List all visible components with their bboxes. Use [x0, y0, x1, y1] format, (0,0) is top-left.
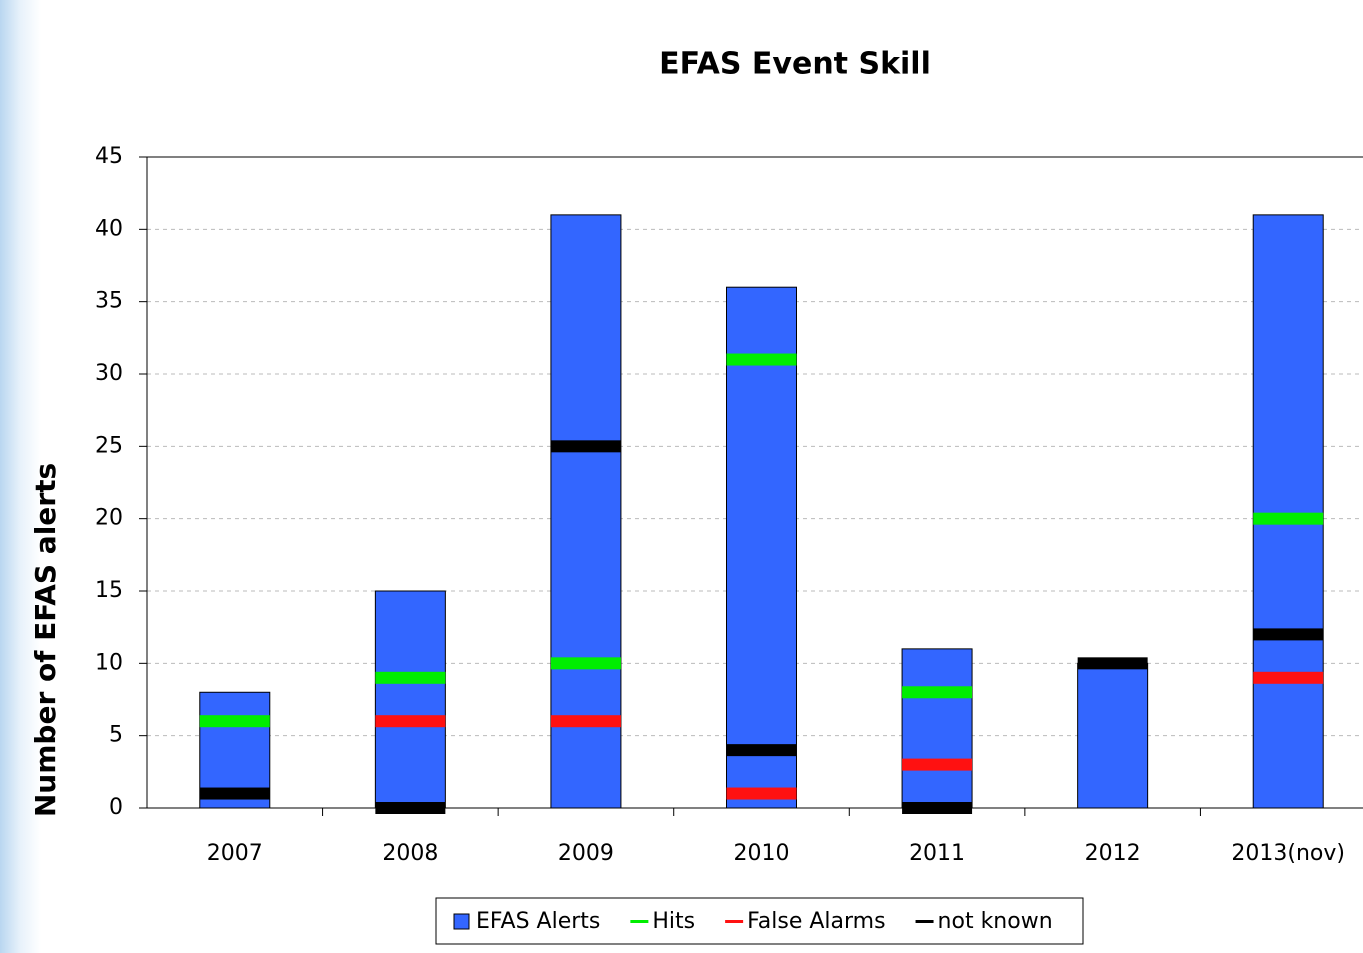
legend-label: not known [938, 909, 1053, 934]
y-tick-label: 20 [95, 506, 123, 531]
marker [1253, 628, 1324, 641]
marker [1253, 671, 1324, 684]
bar [901, 648, 973, 809]
legend-swatch [915, 920, 934, 923]
y-tick-label: 10 [95, 650, 123, 675]
y-tick-label: 30 [95, 361, 123, 386]
marker [375, 715, 446, 728]
legend-label: EFAS Alerts [476, 909, 600, 934]
legend-box [435, 897, 1084, 945]
y-tick-label: 25 [95, 433, 123, 458]
marker [1253, 512, 1324, 525]
marker [726, 744, 797, 757]
bar [550, 214, 622, 809]
x-tick-label: 2011 [909, 841, 965, 866]
chart-title: EFAS Event Skill [659, 47, 931, 82]
y-tick-label: 0 [109, 795, 123, 820]
y-tick-label: 45 [95, 144, 123, 169]
marker [726, 353, 797, 366]
legend-swatch [453, 913, 470, 930]
legend-swatch [630, 920, 649, 923]
y-tick-label: 15 [95, 578, 123, 603]
marker [902, 802, 973, 814]
x-tick-label: 2013(nov) [1231, 841, 1345, 866]
legend-swatch [725, 920, 744, 923]
x-tick-label: 2009 [558, 841, 614, 866]
bar [1252, 214, 1324, 809]
legend-label: Hits [652, 909, 695, 934]
y-tick-label: 40 [95, 216, 123, 241]
marker [550, 440, 621, 453]
y-tick-label: 5 [109, 723, 123, 748]
marker [726, 787, 797, 800]
marker [1077, 657, 1148, 670]
x-tick-label: 2007 [207, 841, 263, 866]
bar [374, 590, 446, 809]
marker [902, 758, 973, 771]
bar [726, 286, 797, 809]
x-tick-label: 2012 [1085, 841, 1141, 866]
marker [375, 802, 446, 814]
legend-label: False Alarms [747, 909, 885, 934]
bar [1077, 662, 1149, 809]
marker [199, 787, 270, 800]
marker [199, 715, 270, 728]
marker [550, 657, 621, 670]
x-tick-label: 2008 [382, 841, 438, 866]
marker [375, 671, 446, 684]
marker [550, 715, 621, 728]
x-tick-label: 2010 [734, 841, 790, 866]
y-tick-label: 35 [95, 289, 123, 314]
y-axis-label: Number of EFAS alerts [29, 463, 62, 817]
marker [902, 686, 973, 699]
